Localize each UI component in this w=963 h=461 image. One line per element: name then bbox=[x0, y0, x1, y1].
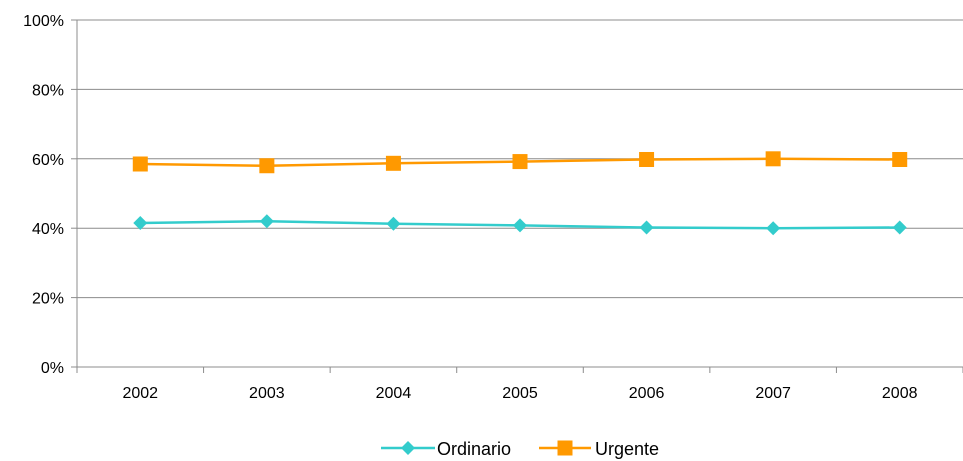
data-point bbox=[639, 152, 654, 167]
data-point bbox=[133, 157, 148, 172]
legend-label: Urgente bbox=[595, 439, 659, 459]
y-tick-label: 20% bbox=[32, 291, 64, 308]
x-tick-label: 2003 bbox=[249, 385, 285, 402]
y-tick-label: 40% bbox=[32, 221, 64, 238]
x-tick-label: 2005 bbox=[502, 385, 538, 402]
legend: Ordinario Urgente bbox=[381, 439, 659, 459]
y-tick-label: 0% bbox=[41, 360, 64, 377]
x-tick-label: 2004 bbox=[376, 385, 412, 402]
data-point bbox=[892, 152, 907, 167]
data-point bbox=[766, 151, 781, 166]
y-tick-label: 100% bbox=[23, 13, 64, 30]
y-axis-tick-labels: 0% 20% 40% 60% 80% 100% bbox=[23, 13, 64, 377]
data-point bbox=[766, 221, 780, 235]
data-point bbox=[259, 158, 274, 173]
x-axis-tick-labels: 2002 2003 2004 2005 2006 2007 2008 bbox=[122, 385, 917, 402]
legend-item-urgente: Urgente bbox=[539, 439, 659, 459]
data-point bbox=[513, 218, 527, 232]
data-point bbox=[260, 214, 274, 228]
x-tick-label: 2006 bbox=[629, 385, 665, 402]
series-group bbox=[133, 151, 907, 235]
data-point bbox=[513, 154, 528, 169]
y-tick-label: 80% bbox=[32, 82, 64, 99]
data-point bbox=[893, 221, 907, 235]
legend-marker bbox=[558, 441, 573, 456]
legend-label: Ordinario bbox=[437, 439, 511, 459]
x-tick-label: 2002 bbox=[122, 385, 158, 402]
legend-marker bbox=[401, 441, 415, 455]
x-tick-label: 2008 bbox=[882, 385, 918, 402]
x-tick-label: 2007 bbox=[755, 385, 791, 402]
data-point bbox=[640, 221, 654, 235]
y-tick-label: 60% bbox=[32, 152, 64, 169]
legend-item-ordinario: Ordinario bbox=[381, 439, 511, 459]
data-point bbox=[386, 156, 401, 171]
series-ordinario bbox=[133, 214, 906, 235]
series-urgente bbox=[133, 151, 907, 173]
axes bbox=[71, 20, 963, 373]
